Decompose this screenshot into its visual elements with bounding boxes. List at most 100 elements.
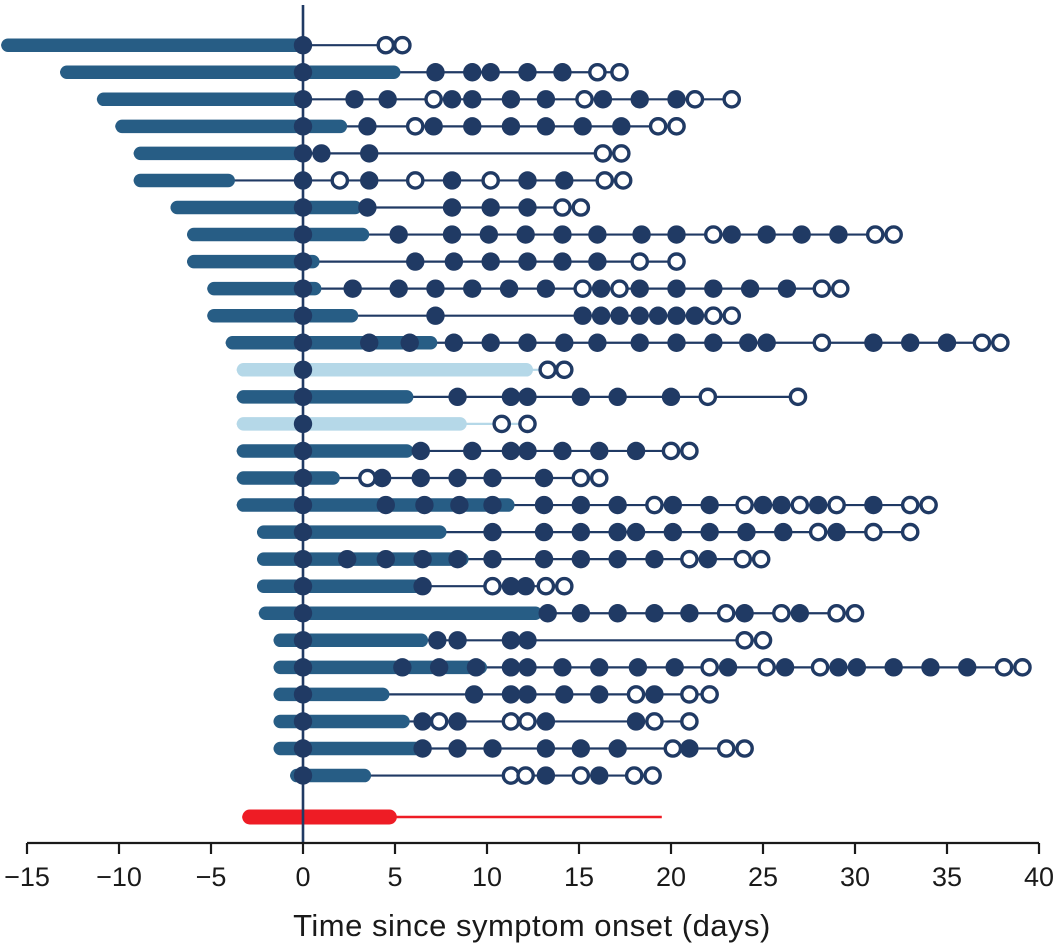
illness-period-bar <box>1 38 304 52</box>
negative-sample-dot <box>645 495 664 515</box>
positive-sample-dot <box>518 63 537 82</box>
negative-sample-dot <box>595 171 615 190</box>
positive-sample-dot <box>463 279 482 298</box>
positive-sample-dot <box>448 468 467 488</box>
positive-sample-dot <box>413 739 432 758</box>
negative-sample-dot <box>481 171 500 190</box>
positive-sample-dot <box>479 225 499 244</box>
negative-sample-dot <box>753 631 773 650</box>
illness-period-bar <box>257 552 469 566</box>
positive-sample-dot <box>593 90 613 109</box>
positive-sample-dot <box>608 522 627 542</box>
positive-sample-dot <box>516 225 535 244</box>
positive-sample-dot <box>442 171 462 190</box>
positive-sample-dot <box>499 279 519 298</box>
positive-sample-dot <box>501 117 521 136</box>
positive-sample-dot <box>663 522 683 542</box>
positive-sample-dot <box>389 279 408 298</box>
negative-sample-dot <box>900 522 920 542</box>
positive-sample-dot <box>389 225 408 244</box>
positive-sample-dot <box>481 198 500 217</box>
positive-sample-dot <box>444 252 464 271</box>
positive-sample-dot <box>626 522 646 542</box>
positive-sample-dot <box>698 549 717 569</box>
negative-sample-dot <box>722 90 742 109</box>
positive-sample-dot <box>429 658 449 677</box>
illness-period-bar <box>236 444 414 458</box>
x-axis-tick-label: 0 <box>295 862 310 892</box>
positive-sample-dot <box>573 306 592 325</box>
positive-sample-dot <box>481 333 500 352</box>
positive-sample-dot <box>921 658 940 677</box>
positive-sample-dot <box>358 198 377 217</box>
x-axis-tick-label: 20 <box>656 862 686 892</box>
positive-sample-dot <box>378 90 397 109</box>
positive-sample-dot <box>667 225 686 244</box>
illness-period-bar <box>257 579 423 593</box>
x-axis-tick-label: 5 <box>387 862 402 892</box>
positive-sample-dot <box>442 90 462 109</box>
positive-sample-dot <box>448 739 467 758</box>
positive-sample-dot <box>293 549 313 569</box>
negative-sample-dot <box>680 549 699 569</box>
illness-period-bar <box>187 227 370 242</box>
negative-sample-dot <box>700 658 719 677</box>
positive-sample-dot <box>737 522 756 542</box>
positive-sample-dot <box>411 441 430 461</box>
positive-sample-dot <box>937 333 957 352</box>
negative-sample-dot <box>571 468 591 488</box>
positive-sample-dot <box>518 171 537 190</box>
positive-sample-dot <box>293 171 313 190</box>
positive-sample-dot <box>590 658 609 677</box>
positive-sample-dot <box>293 766 313 785</box>
positive-sample-dot <box>424 117 443 136</box>
positive-sample-dot <box>293 658 313 677</box>
positive-sample-dot <box>588 225 607 244</box>
positive-sample-dot <box>448 387 467 407</box>
x-axis-tick-label: 25 <box>748 862 778 892</box>
positive-sample-dot <box>293 36 313 55</box>
positive-sample-dot <box>463 90 482 109</box>
positive-sample-dot <box>518 685 537 704</box>
positive-sample-dot <box>413 712 432 731</box>
negative-sample-dot <box>553 198 572 217</box>
negative-sample-dot <box>788 387 808 407</box>
illness-period-bar <box>133 173 235 188</box>
x-axis-tick-label: 30 <box>840 862 870 892</box>
positive-sample-dot <box>626 712 646 731</box>
illness-period-bar <box>133 146 303 161</box>
positive-sample-dot <box>590 766 609 785</box>
negative-sample-dot <box>613 171 633 190</box>
positive-sample-dot <box>757 225 776 244</box>
positive-sample-dot <box>610 306 629 325</box>
positive-sample-dot <box>704 279 723 298</box>
positive-sample-dot <box>718 658 738 677</box>
positive-sample-dot <box>553 63 572 82</box>
positive-sample-dot <box>958 658 977 677</box>
positive-sample-dot <box>312 144 331 163</box>
positive-sample-dot <box>667 90 686 109</box>
positive-sample-dot <box>448 712 467 731</box>
illness-period-bar <box>170 200 362 215</box>
negative-sample-dot <box>845 603 865 623</box>
illness-period-bar <box>236 471 340 485</box>
positive-sample-dot <box>648 306 668 325</box>
positive-sample-dot <box>536 117 556 136</box>
positive-sample-dot <box>553 225 572 244</box>
negative-sample-dot <box>663 739 683 758</box>
positive-sample-dot <box>442 225 462 244</box>
positive-sample-dot <box>501 387 521 407</box>
negative-sample-dot <box>518 712 537 731</box>
negative-sample-dot <box>630 252 650 271</box>
negative-sample-dot <box>704 306 723 326</box>
positive-sample-dot <box>293 522 313 542</box>
negative-sample-dot <box>593 144 613 163</box>
positive-sample-dot <box>864 495 883 515</box>
positive-sample-dot <box>722 225 741 244</box>
positive-sample-dot <box>630 279 649 298</box>
positive-sample-dot <box>343 279 362 298</box>
positive-sample-dot <box>426 63 445 82</box>
positive-sample-dot <box>345 90 364 109</box>
